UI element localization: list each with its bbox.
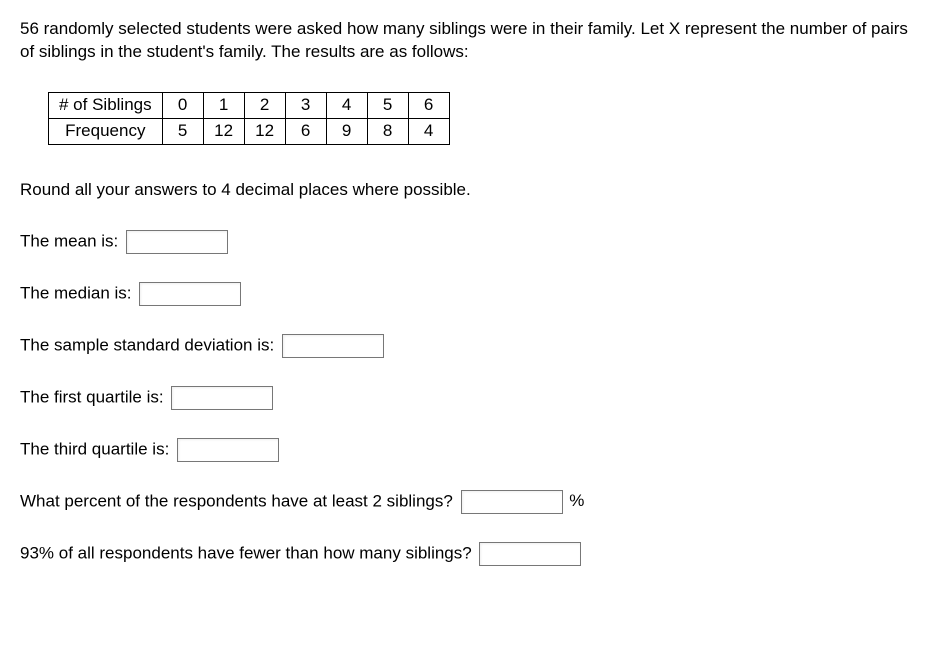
- table-cell: 12: [203, 118, 244, 144]
- label-pct-atleast2: What percent of the respondents have at …: [20, 491, 453, 510]
- table-cell: 2: [244, 92, 285, 118]
- label-q3: The third quartile is:: [20, 439, 169, 458]
- label-mean: The mean is:: [20, 231, 118, 250]
- table-cell: 8: [367, 118, 408, 144]
- table-cell: 9: [326, 118, 367, 144]
- row-header-frequency: Frequency: [49, 118, 163, 144]
- table-cell: 1: [203, 92, 244, 118]
- frequency-table: # of Siblings 0 1 2 3 4 5 6 Frequency 5 …: [48, 92, 450, 145]
- table-cell: 6: [408, 92, 449, 118]
- table-row: # of Siblings 0 1 2 3 4 5 6: [49, 92, 450, 118]
- table-cell: 12: [244, 118, 285, 144]
- input-stddev[interactable]: [282, 334, 384, 358]
- label-fewer-than: 93% of all respondents have fewer than h…: [20, 543, 472, 562]
- table-cell: 4: [408, 118, 449, 144]
- label-q1: The first quartile is:: [20, 387, 164, 406]
- table-cell: 3: [285, 92, 326, 118]
- input-fewer-than[interactable]: [479, 542, 581, 566]
- intro-text: 56 randomly selected students were asked…: [20, 18, 920, 64]
- table-cell: 0: [162, 92, 203, 118]
- rounding-instruction: Round all your answers to 4 decimal plac…: [20, 179, 920, 202]
- input-q3[interactable]: [177, 438, 279, 462]
- table-cell: 5: [367, 92, 408, 118]
- input-mean[interactable]: [126, 230, 228, 254]
- input-median[interactable]: [139, 282, 241, 306]
- row-header-siblings: # of Siblings: [49, 92, 163, 118]
- input-pct-atleast2[interactable]: [461, 490, 563, 514]
- table-cell: 4: [326, 92, 367, 118]
- table-cell: 6: [285, 118, 326, 144]
- input-q1[interactable]: [171, 386, 273, 410]
- percent-symbol: %: [569, 491, 584, 510]
- table-cell: 5: [162, 118, 203, 144]
- table-row: Frequency 5 12 12 6 9 8 4: [49, 118, 450, 144]
- label-median: The median is:: [20, 283, 132, 302]
- label-stddev: The sample standard deviation is:: [20, 335, 274, 354]
